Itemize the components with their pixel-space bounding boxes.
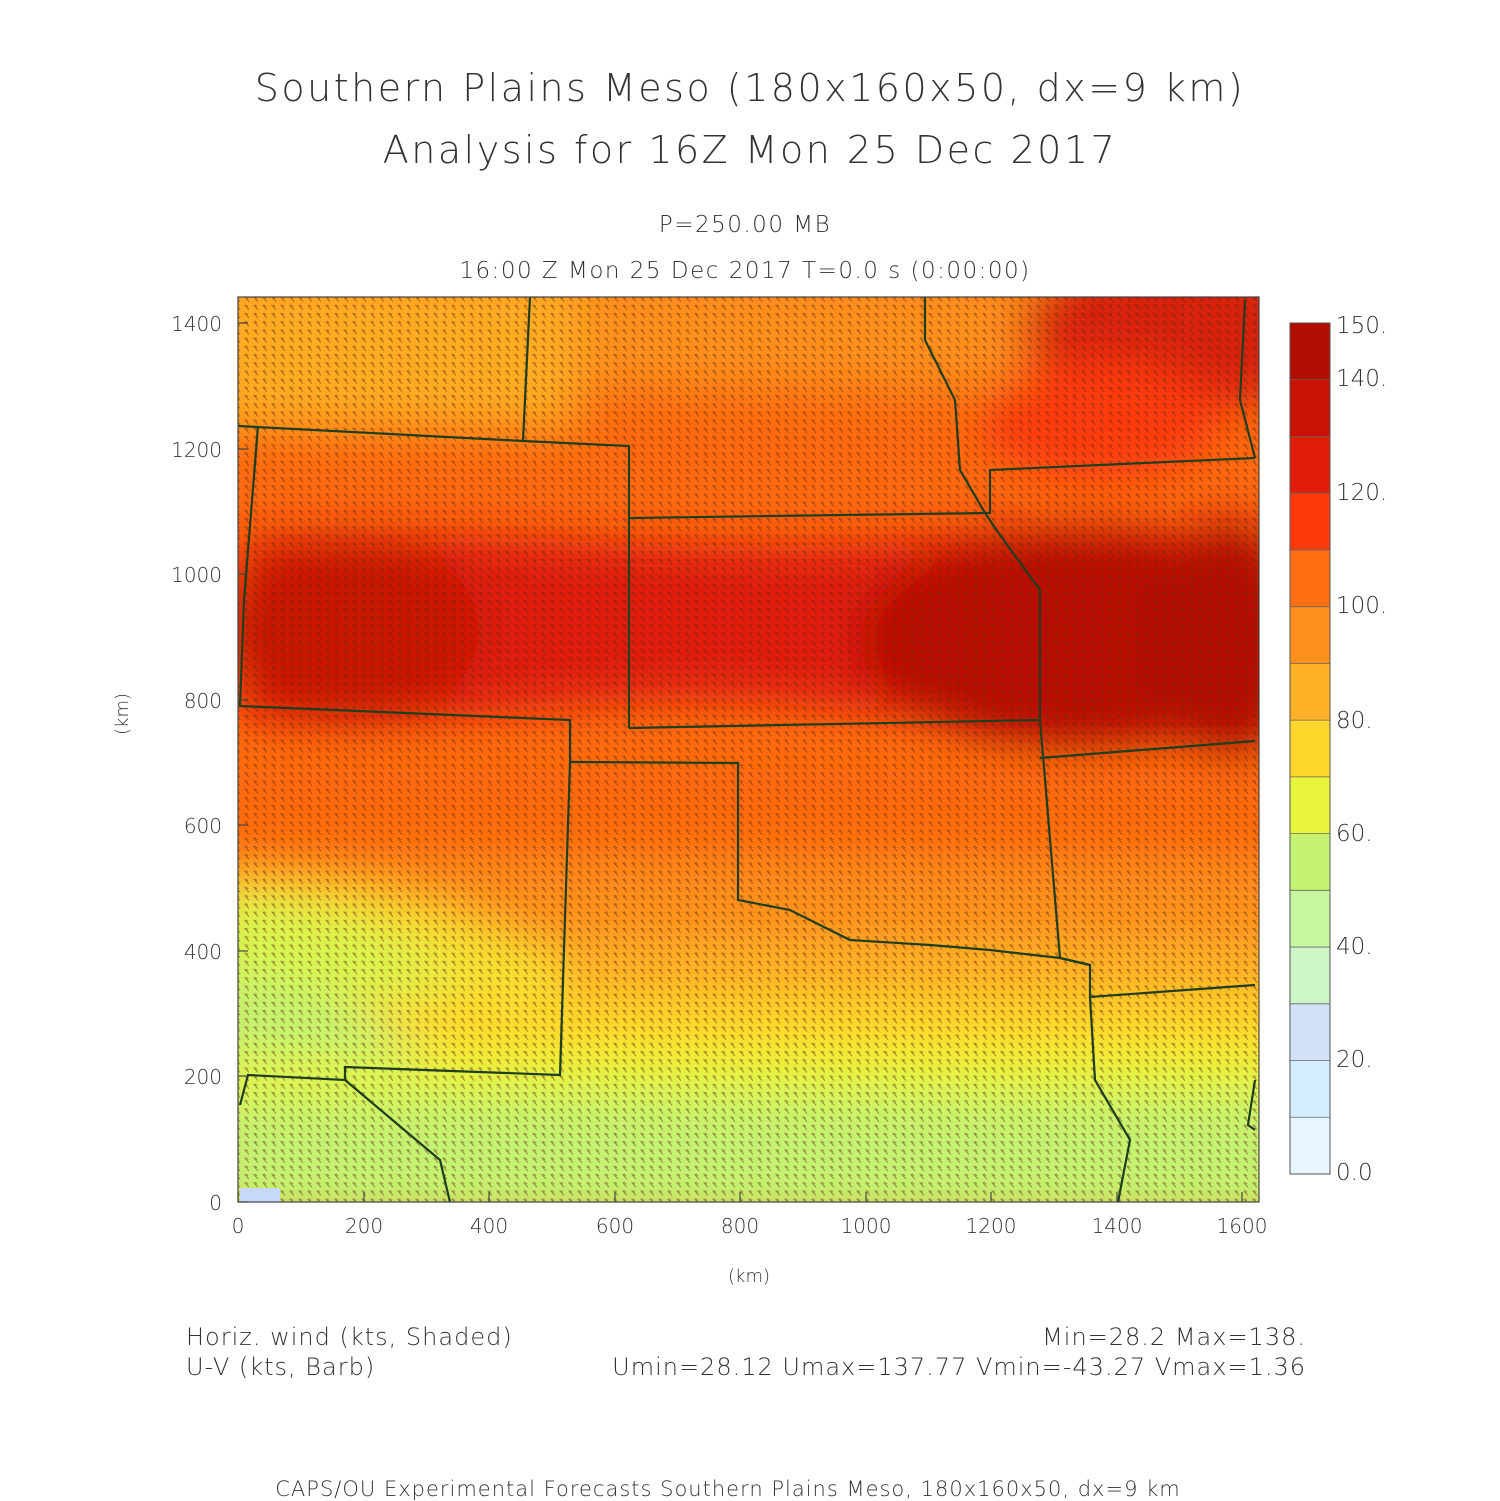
x-tick-label: 1600: [1216, 1214, 1268, 1238]
y-tick-label: 400: [183, 940, 222, 964]
title-line-1: Southern Plains Meso (180x160x50, dx=9 k…: [254, 66, 1246, 110]
uv-stats: Umin=28.12 Umax=137.77 Vmin=-43.27 Vmax=…: [612, 1353, 1306, 1381]
colorbar-segment: [1290, 379, 1330, 437]
colorbar-segment: [1290, 436, 1330, 494]
state-boundaries: [237, 296, 1257, 1203]
colorbar-segment: [1290, 493, 1330, 551]
colorbar-label: 0.0: [1336, 1160, 1373, 1186]
minmax-stats: Min=28.2 Max=138.: [1042, 1323, 1306, 1351]
colorbar-segment: [1290, 776, 1330, 835]
footer-credit: CAPS/OU Experimental Forecasts Southern …: [275, 1477, 1181, 1501]
colorbar-segment: [1290, 1003, 1330, 1062]
colorbar-label: 80.: [1336, 708, 1373, 734]
colorbar-segment: [1290, 890, 1330, 948]
pressure-level: P=250.00 MB: [658, 212, 832, 238]
colorbar-segment: [1290, 720, 1330, 778]
plot-frame: [237, 296, 1260, 1203]
colorbar-label: 100.: [1336, 593, 1388, 619]
colorbar-segment: [1290, 1117, 1330, 1175]
valid-time: 16:00 Z Mon 25 Dec 2017 T=0.0 s (0:00:00…: [459, 258, 1031, 284]
x-tick-label: 600: [595, 1214, 635, 1238]
x-tick-label: 1400: [1091, 1214, 1143, 1238]
y-tick-label: 1400: [171, 312, 222, 336]
colorbar-segment: [1290, 663, 1330, 721]
y-tick-label: 1200: [171, 438, 222, 462]
colorbar-label: 120.: [1336, 480, 1388, 506]
x-tick-label: 1200: [965, 1214, 1017, 1238]
x-tick-label: 0: [231, 1214, 245, 1238]
y-tick-label: 0: [209, 1191, 222, 1215]
x-axis-label: (km): [728, 1266, 771, 1287]
field-label: Horiz. wind (kts, Shaded): [186, 1323, 513, 1351]
x-tick-label: 1000: [840, 1214, 892, 1238]
colorbar-segment: [1290, 833, 1330, 891]
barb-label: U-V (kts, Barb): [186, 1353, 376, 1381]
colorbar-segment: [1290, 947, 1330, 1005]
y-tick-label: 800: [183, 689, 222, 713]
y-tick-label: 1000: [171, 563, 222, 587]
colorbar-label: 40.: [1336, 934, 1373, 960]
shaded-wind-field: [238, 297, 1259, 1202]
colorbar-label: 20.: [1336, 1047, 1373, 1073]
colorbar-frame: [1289, 322, 1331, 1175]
y-axis-label: (km): [112, 692, 133, 735]
colorbar-segment: [1290, 549, 1330, 608]
x-tick-label: 200: [344, 1214, 384, 1238]
colorbar: [1289, 322, 1331, 1175]
x-tick-label: 800: [720, 1214, 760, 1238]
y-tick-label: 200: [183, 1065, 222, 1089]
colorbar-label: 60.: [1336, 821, 1373, 847]
title-line-2: Analysis for 16Z Mon 25 Dec 2017: [382, 128, 1118, 172]
x-tick-label: 400: [469, 1214, 509, 1238]
colorbar-segment: [1290, 323, 1330, 381]
colorbar-segment: [1290, 606, 1330, 664]
axis-tick-marks: [237, 322, 1243, 1203]
colorbar-label: 150.: [1336, 313, 1388, 339]
colorbar-label: 140.: [1336, 366, 1388, 392]
colorbar-segment: [1290, 1060, 1330, 1118]
y-tick-label: 600: [183, 814, 222, 838]
